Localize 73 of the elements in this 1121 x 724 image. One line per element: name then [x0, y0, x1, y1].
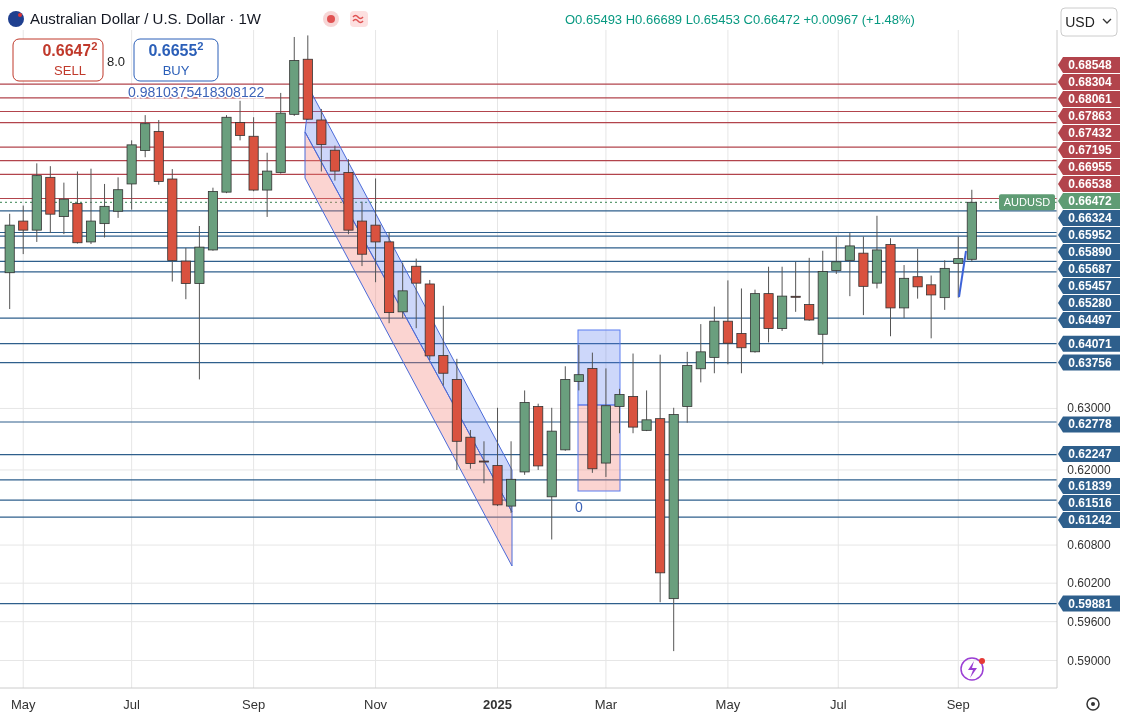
chart-title: Australian Dollar / U.S. Dollar · 1W — [30, 10, 262, 27]
candlestick — [18, 205, 29, 255]
candlestick — [804, 257, 815, 322]
candlestick — [180, 247, 191, 300]
ref-line-label: 0.66472 — [1068, 193, 1113, 208]
candlestick — [926, 275, 937, 339]
ref-line-label: 0.65457 — [1068, 278, 1113, 293]
chart-subtitle: O0.65493 H0.66689 L0.65453 C0.66472 +0.00967 (+1.48%) — [565, 12, 915, 27]
candlestick — [722, 279, 733, 365]
ref-line-label: 0.61242 — [1068, 512, 1113, 527]
ref-line-label: 0.65890 — [1068, 244, 1113, 259]
candlestick — [953, 236, 964, 299]
candlestick — [912, 248, 923, 300]
candlestick — [235, 100, 246, 141]
ref-line-label: 0.62778 — [1068, 417, 1113, 432]
candlestick — [397, 262, 408, 319]
ref-line-label: 0.68304 — [1068, 74, 1113, 89]
annotation: AUDUSD — [1003, 196, 1051, 209]
x-tick-label: Sep — [242, 697, 266, 712]
candlestick — [85, 168, 96, 245]
x-tick-label: Nov — [364, 697, 388, 712]
ref-line-label: 0.63756 — [1068, 355, 1113, 370]
ref-line-label: 0.67863 — [1068, 108, 1113, 123]
x-tick-label: Sep — [946, 697, 970, 712]
x-tick-label: May — [10, 697, 37, 712]
ref-line-label: 0.61839 — [1068, 478, 1113, 493]
ref-line-label: 0.65280 — [1068, 295, 1113, 310]
y-tick-label: 0.60800 — [1067, 538, 1112, 553]
ref-line-label: 0.67432 — [1068, 125, 1113, 140]
annotation: SELL — [54, 63, 86, 78]
annotation: BUY — [162, 63, 190, 78]
candlestick — [641, 389, 652, 432]
candlestick — [478, 440, 489, 484]
candlestick — [790, 261, 801, 313]
annotation: 0 — [575, 499, 584, 515]
ref-line-label: 0.66324 — [1068, 210, 1113, 225]
x-tick-label: May — [715, 697, 741, 712]
x-tick-label: 2025 — [483, 697, 512, 712]
ref-line-label: 0.68548 — [1068, 57, 1113, 72]
candlestick — [370, 177, 381, 283]
ref-line-label: 0.61516 — [1068, 495, 1113, 510]
candlestick — [736, 287, 747, 374]
x-tick-label: Jul — [829, 697, 847, 712]
candlestick — [695, 323, 706, 383]
annotation: 0.9810375418308122 — [128, 84, 265, 100]
ref-line-label: 0.68061 — [1068, 91, 1113, 106]
candlestick — [573, 344, 584, 391]
y-tick-label: 0.59600 — [1067, 614, 1112, 629]
ref-line-label: 0.62247 — [1068, 446, 1113, 461]
ref-line-label: 0.66955 — [1068, 159, 1113, 174]
x-tick-label: Jul — [123, 697, 141, 712]
ref-line-label: 0.65952 — [1068, 227, 1113, 242]
y-tick-label: 0.59000 — [1067, 653, 1112, 668]
candlestick — [614, 388, 625, 434]
ref-line-label: 0.64497 — [1068, 312, 1113, 327]
candlestick — [329, 145, 340, 182]
candlestick — [411, 258, 422, 329]
ref-line-label: 0.64071 — [1068, 336, 1113, 351]
candlestick — [831, 236, 842, 275]
ref-line-label: 0.65687 — [1068, 261, 1113, 276]
annotation: 8.0 — [106, 54, 126, 69]
y-tick-label: 0.63000 — [1067, 401, 1112, 416]
x-tick-label: Mar — [594, 697, 618, 712]
y-tick-label: 0.60200 — [1067, 576, 1112, 591]
candlestick — [844, 232, 855, 297]
text: USD — [1065, 14, 1095, 30]
y-tick-label: 0.62000 — [1067, 462, 1112, 477]
candlestick — [438, 305, 449, 386]
annotation: 0.6647$^{2}$ — [42, 40, 98, 59]
annotation: 0.6655$^{2}$ — [148, 40, 204, 59]
ref-line-label: 0.66538 — [1068, 176, 1113, 191]
ref-line-label: 0.67195 — [1068, 142, 1113, 157]
ref-line-label: 0.59881 — [1068, 596, 1113, 611]
